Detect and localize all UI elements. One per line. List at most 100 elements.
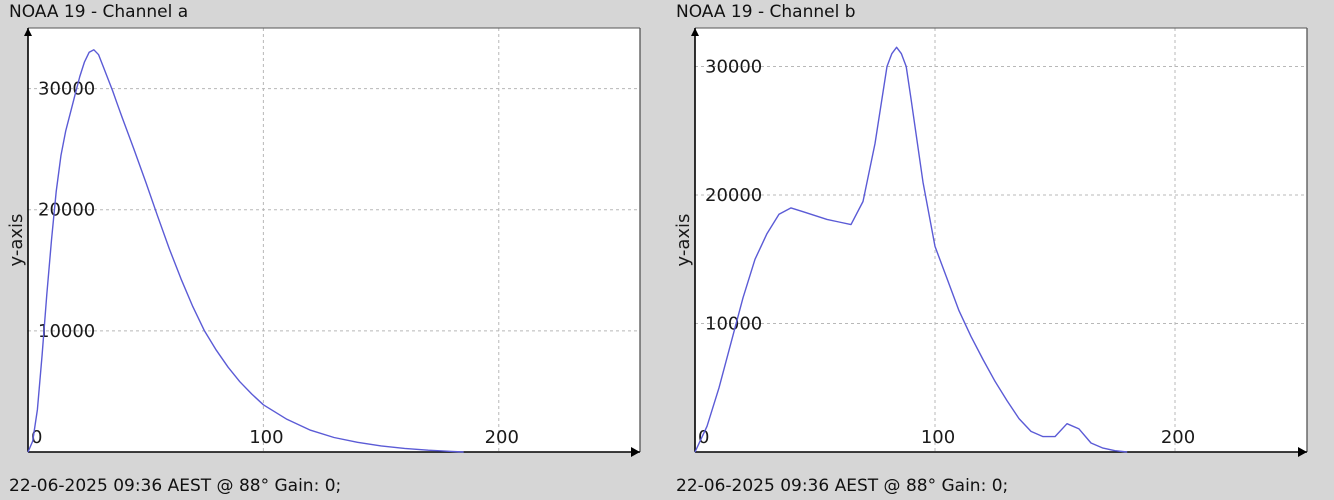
- data-point: [922, 181, 924, 183]
- data-point: [905, 66, 907, 67]
- data-point: [1102, 447, 1104, 449]
- data-point: [910, 98, 912, 100]
- data-point: [463, 451, 464, 453]
- data-point: [1114, 450, 1116, 452]
- data-point: [838, 221, 840, 223]
- data-point: [215, 349, 217, 351]
- data-point: [41, 354, 43, 356]
- data-point: [1030, 431, 1032, 432]
- data-point: [1018, 418, 1020, 419]
- data-point: [891, 53, 893, 55]
- data-point: [51, 239, 52, 241]
- data-point: [133, 148, 135, 150]
- data-point: [112, 90, 114, 92]
- data-point: [1006, 400, 1008, 402]
- x-tick-label: 200: [1161, 427, 1195, 448]
- data-point: [69, 112, 71, 114]
- y-axis-label: y-axis: [6, 214, 27, 267]
- data-point: [427, 449, 429, 451]
- data-point: [204, 330, 205, 332]
- x-tick-label: 100: [249, 427, 283, 448]
- data-point: [404, 447, 406, 449]
- data-point: [121, 117, 123, 119]
- data-point: [145, 181, 147, 183]
- data-point: [1054, 436, 1056, 437]
- x-tick-label: 100: [921, 427, 955, 448]
- chart-panel-channel-b: NOAA 19 - Channel b 0 100 200 10000 20000 300…: [667, 0, 1334, 500]
- data-point: [46, 294, 48, 295]
- data-point: [192, 306, 194, 308]
- data-point: [850, 224, 852, 225]
- data-point: [1066, 423, 1068, 425]
- data-point: [55, 191, 57, 192]
- data-point: [778, 213, 780, 215]
- pass-info: 22-06-2025 09:36 AEST @ 88° Gain: 0;: [676, 476, 1009, 496]
- data-point: [380, 445, 382, 447]
- data-point: [862, 201, 864, 202]
- data-point: [60, 154, 62, 156]
- data-point: [994, 380, 996, 382]
- chart-title: NOAA 19 - Channel a: [9, 2, 189, 22]
- plot-area: 0 100 200 10000 20000 30000 y-axis: [673, 27, 1308, 457]
- data-point: [1090, 442, 1092, 444]
- data-point: [93, 49, 95, 51]
- data-point: [357, 441, 358, 443]
- data-point: [934, 246, 936, 247]
- series-line: [694, 46, 1128, 453]
- data-point: [901, 53, 902, 55]
- data-point: [310, 429, 311, 431]
- data-point: [333, 437, 335, 438]
- data-point: [742, 297, 744, 299]
- chart-panel-channel-a: NOAA 19 - Channel a 0 100 200 10000 20000 300…: [6, 2, 641, 496]
- plot-background: [695, 28, 1307, 452]
- data-point: [98, 54, 100, 56]
- data-point: [451, 450, 453, 452]
- data-point: [37, 409, 38, 410]
- data-point: [286, 418, 288, 420]
- data-point: [84, 61, 85, 63]
- y-tick-label: 20000: [705, 185, 762, 206]
- x-tick-label: 0: [698, 427, 709, 448]
- data-point: [706, 425, 708, 427]
- y-axis-arrow: [691, 28, 699, 36]
- data-point: [227, 366, 229, 368]
- data-point: [814, 215, 816, 216]
- y-axis-label: y-axis: [673, 214, 694, 267]
- data-point: [102, 66, 104, 68]
- data-point: [946, 278, 948, 279]
- data-point: [1042, 436, 1044, 437]
- data-point: [1126, 451, 1128, 453]
- y-tick-label: 20000: [38, 200, 95, 221]
- data-point: [157, 215, 158, 217]
- data-point: [802, 211, 804, 213]
- data-point: [790, 207, 792, 209]
- y-tick-label: 30000: [38, 79, 95, 100]
- data-point: [251, 393, 253, 395]
- data-point: [886, 66, 888, 67]
- data-point: [896, 46, 897, 48]
- data-point: [27, 451, 29, 453]
- data-point: [982, 359, 984, 360]
- data-point: [79, 76, 81, 77]
- data-point: [970, 335, 972, 337]
- x-tick-label: 0: [31, 427, 42, 448]
- data-point: [958, 310, 960, 312]
- plot-background: [28, 28, 640, 452]
- data-point: [32, 440, 34, 442]
- data-point: [239, 381, 241, 383]
- data-point: [117, 103, 118, 105]
- x-tick-label: 200: [485, 427, 519, 448]
- data-point: [74, 94, 76, 96]
- y-axis-arrow: [24, 28, 32, 36]
- plot-area: 0 100 200 10000 20000 30000 y-axis: [6, 27, 641, 457]
- y-tick-label: 30000: [705, 57, 762, 78]
- data-point: [718, 387, 720, 389]
- y-tick-label: 10000: [38, 321, 95, 342]
- data-point: [65, 130, 67, 132]
- data-point: [88, 51, 90, 53]
- y-tick-label: 10000: [705, 314, 762, 335]
- x-axis-arrow: [1298, 447, 1307, 457]
- data-point: [730, 342, 732, 344]
- data-point: [826, 219, 828, 220]
- data-point: [1078, 428, 1080, 430]
